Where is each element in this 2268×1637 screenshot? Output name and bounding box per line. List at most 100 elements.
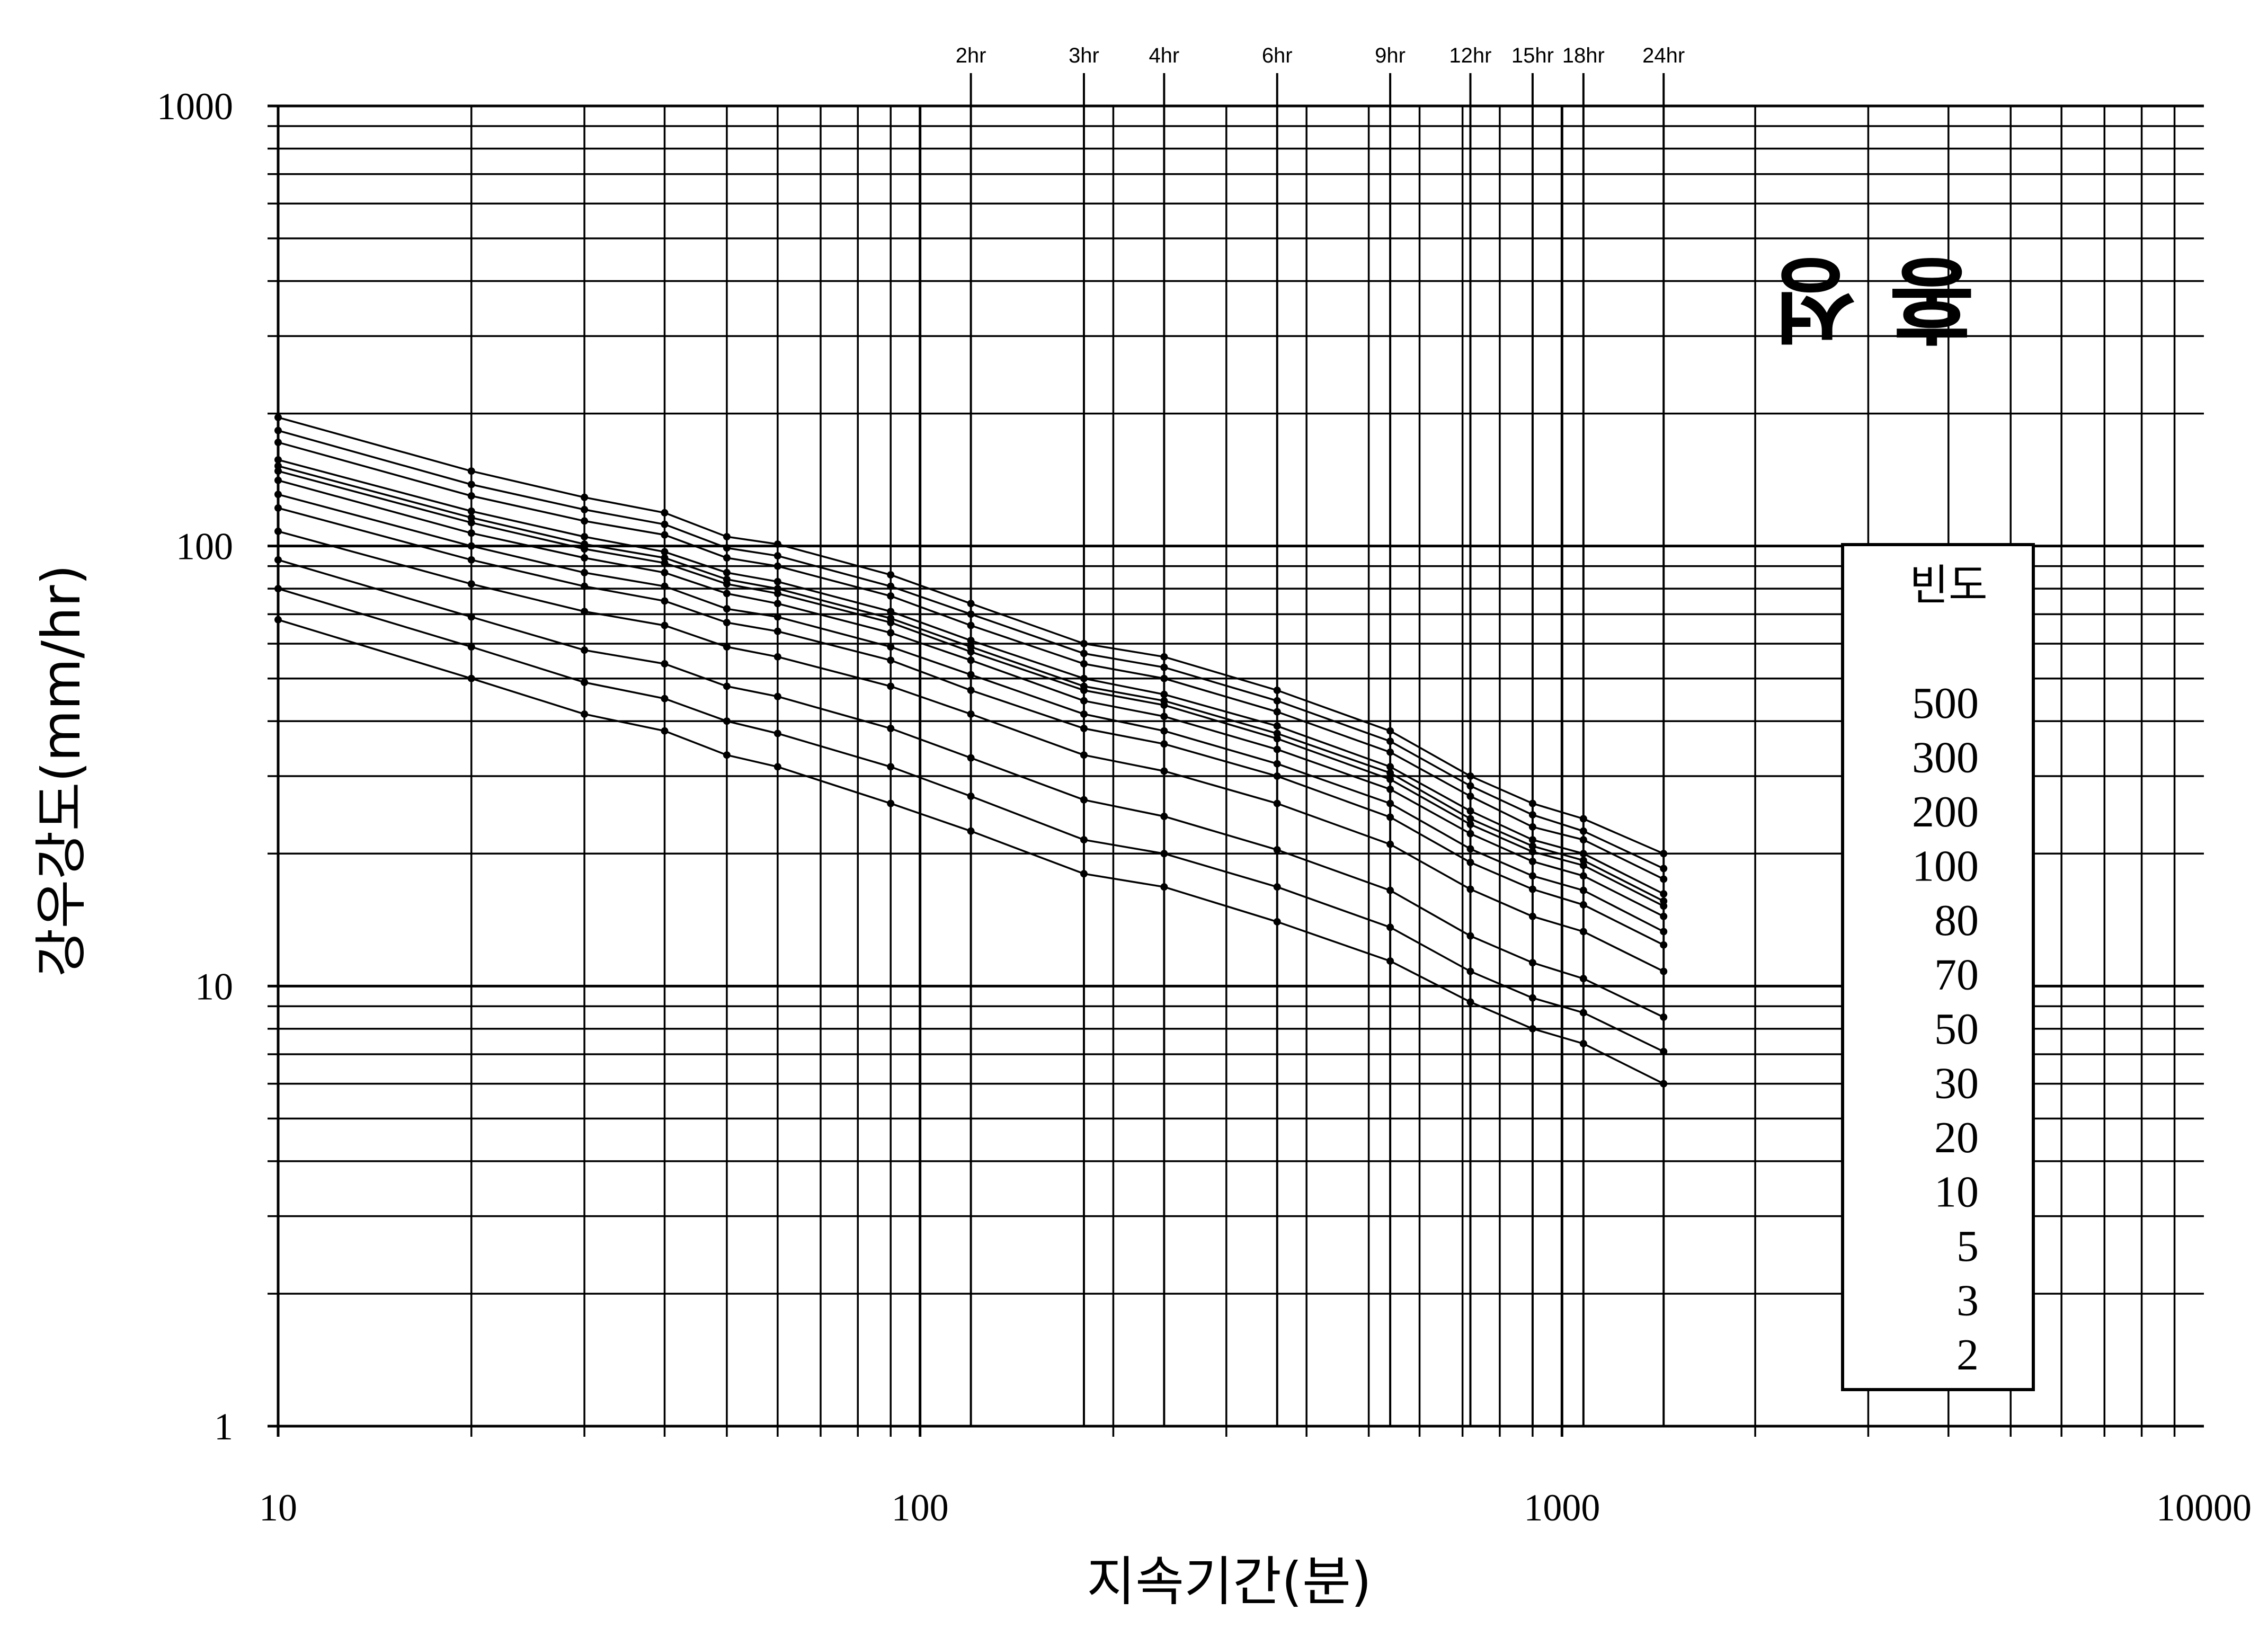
data-point — [723, 554, 731, 562]
data-point — [581, 517, 589, 525]
data-point — [887, 629, 895, 637]
data-point — [581, 545, 589, 553]
data-point — [723, 533, 731, 541]
data-point — [581, 582, 589, 590]
duration-label: 15hr — [1511, 44, 1554, 67]
series-70 — [274, 467, 1668, 910]
data-point — [467, 643, 475, 651]
data-point — [581, 568, 589, 576]
data-point — [274, 413, 282, 421]
data-point — [661, 559, 669, 567]
data-point — [887, 725, 895, 733]
x-tick-label: 10 — [259, 1487, 297, 1529]
data-point — [723, 568, 731, 576]
data-point — [581, 493, 589, 501]
data-point — [467, 613, 475, 621]
data-point — [887, 582, 895, 590]
series-20 — [274, 504, 1668, 949]
duration-label: 4hr — [1149, 44, 1179, 67]
data-point — [467, 580, 475, 588]
x-tick-label: 1000 — [1524, 1487, 1600, 1529]
data-point — [467, 481, 475, 488]
series-line — [278, 493, 1664, 933]
data-point — [467, 556, 475, 564]
data-point — [661, 597, 669, 605]
data-point — [661, 568, 669, 576]
data-point — [274, 491, 282, 499]
series-line — [278, 416, 1664, 855]
data-point — [274, 462, 282, 470]
duration-label: 18hr — [1562, 44, 1605, 67]
legend-item: 3 — [1956, 1276, 1979, 1325]
legend-item: 20 — [1934, 1113, 1979, 1162]
data-point — [467, 467, 475, 475]
legend-item: 5 — [1956, 1222, 1979, 1271]
data-point — [661, 727, 669, 735]
series-lines — [274, 413, 1668, 1088]
data-point — [887, 656, 895, 664]
data-point — [773, 577, 781, 585]
data-point — [773, 729, 781, 737]
x-axis-title: 지속기간(분) — [1087, 1551, 1372, 1613]
data-point — [723, 590, 731, 598]
data-point — [274, 476, 282, 484]
data-point — [887, 643, 895, 651]
tick-labels: 10 100 1000 10000 1 10 100 1000 — [157, 85, 2252, 1529]
data-point — [661, 695, 669, 702]
data-point — [274, 616, 282, 624]
data-point — [581, 608, 589, 616]
data-point — [723, 717, 731, 725]
data-point — [723, 682, 731, 690]
duration-label: 6hr — [1262, 44, 1293, 67]
data-point — [581, 646, 589, 654]
data-point — [887, 682, 895, 690]
data-point — [661, 582, 669, 590]
y-tick-label: 10 — [195, 965, 233, 1008]
data-point — [723, 580, 731, 588]
data-point — [661, 621, 669, 629]
data-point — [773, 540, 781, 548]
legend-title: 빈도 — [1909, 561, 1987, 610]
data-point — [581, 505, 589, 513]
data-point — [274, 556, 282, 564]
data-point — [274, 426, 282, 434]
data-point — [274, 585, 282, 593]
data-point — [467, 542, 475, 550]
x-tick-label: 10000 — [2156, 1487, 2252, 1529]
series-line — [278, 559, 1664, 1018]
data-point — [661, 554, 669, 562]
legend-box — [1841, 543, 2035, 1391]
data-point — [773, 590, 781, 598]
data-point — [274, 527, 282, 535]
series-line — [278, 459, 1664, 895]
duration-label: 24hr — [1642, 44, 1685, 67]
data-point — [887, 592, 895, 600]
data-point — [661, 520, 669, 528]
data-point — [467, 507, 475, 515]
data-point — [467, 492, 475, 500]
series-300 — [274, 426, 1668, 873]
data-point — [773, 692, 781, 700]
legend-item: 70 — [1934, 950, 1979, 1000]
data-point — [661, 660, 669, 668]
data-point — [467, 519, 475, 527]
x-tick-label: 100 — [892, 1487, 949, 1529]
data-point — [581, 533, 589, 541]
data-point — [467, 674, 475, 682]
data-point — [581, 679, 589, 687]
data-point — [661, 531, 669, 539]
data-point — [723, 643, 731, 651]
duration-label: 12hr — [1449, 44, 1491, 67]
y-tick-label: 1 — [214, 1405, 233, 1448]
data-point — [887, 763, 895, 771]
data-point — [581, 710, 589, 718]
y-tick-label: 1000 — [157, 85, 233, 128]
duration-labels: 2hr 3hr 4hr 6hr 9hr 12hr 15hr 18hr 24hr — [956, 44, 1685, 1426]
data-point — [773, 653, 781, 661]
series-line — [278, 619, 1664, 1085]
legend-item: 30 — [1934, 1059, 1979, 1108]
data-point — [773, 613, 781, 621]
duration-label: 9hr — [1375, 44, 1406, 67]
